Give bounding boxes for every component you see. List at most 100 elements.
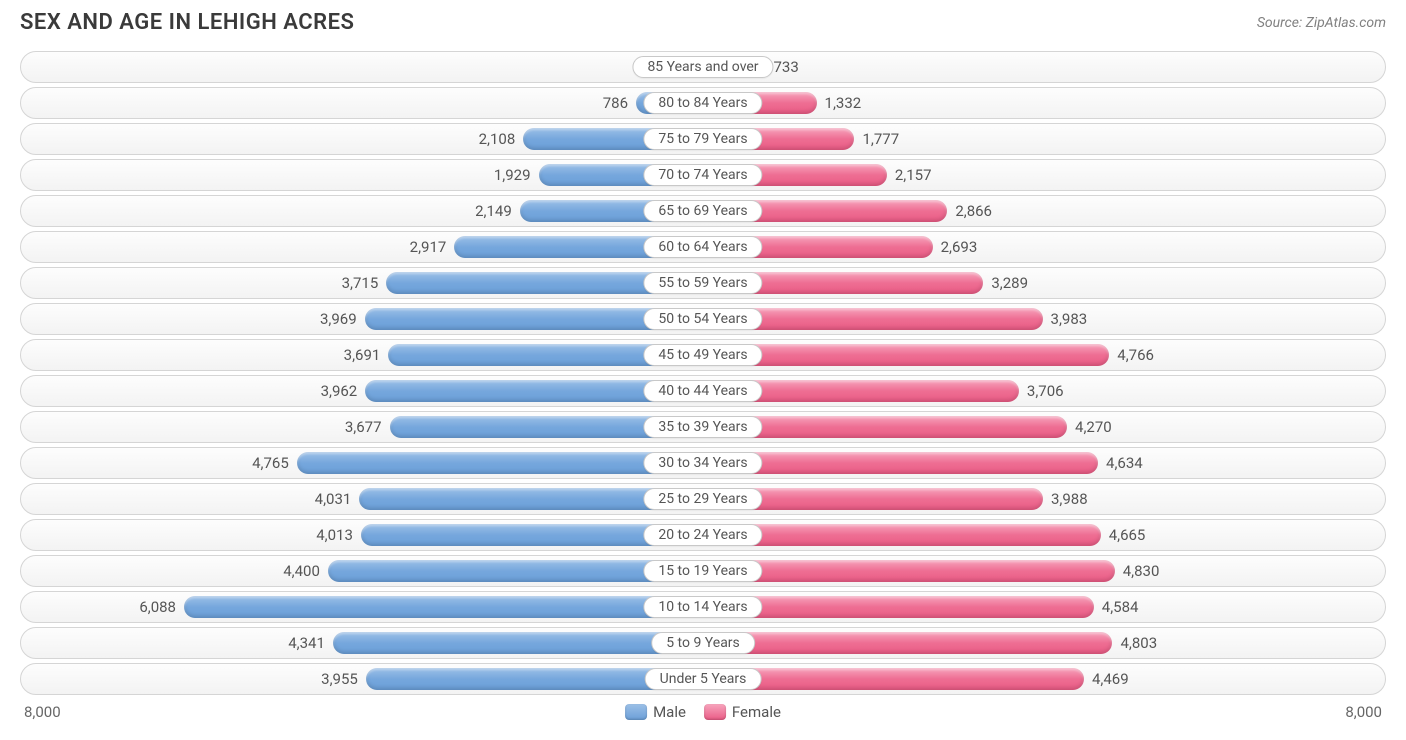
female-value: 4,766 xyxy=(1117,346,1154,364)
pyramid-row: 4,341 4,803 5 to 9 Years xyxy=(20,627,1386,659)
male-half: 4,765 xyxy=(21,448,703,478)
female-value: 4,584 xyxy=(1102,598,1139,616)
age-category-label: 65 to 69 Years xyxy=(643,200,762,222)
female-half: 1,777 xyxy=(703,124,1385,154)
male-half: 3,969 xyxy=(21,304,703,334)
chart-title: SEX AND AGE IN LEHIGH ACRES xyxy=(20,10,354,35)
pyramid-row: 3,955 4,469 Under 5 Years xyxy=(20,663,1386,695)
male-value: 3,715 xyxy=(342,274,379,292)
female-value: 1,332 xyxy=(825,94,862,112)
pyramid-row: 2,1081,77775 to 79 Years xyxy=(20,123,1386,155)
female-half: 4,634 xyxy=(703,448,1385,478)
pyramid-row: 786 1,332 80 to 84 Years xyxy=(20,87,1386,119)
chart-footer: 8,000 Male Female 8,000 xyxy=(0,699,1406,721)
age-category-label: 35 to 39 Years xyxy=(643,416,762,438)
female-half: 733 xyxy=(703,52,1385,82)
age-category-label: 85 Years and over xyxy=(632,56,773,78)
pyramid-row: 3,691 4,766 45 to 49 Years xyxy=(20,339,1386,371)
male-half: 3,691 xyxy=(21,340,703,370)
pyramid-row: 2,9172,69360 to 64 Years xyxy=(20,231,1386,263)
pyramid-row: 3,969 3,983 50 to 54 Years xyxy=(20,303,1386,335)
male-value: 4,341 xyxy=(288,634,325,652)
female-value: 4,830 xyxy=(1123,562,1160,580)
age-category-label: 45 to 49 Years xyxy=(643,344,762,366)
female-value: 2,157 xyxy=(895,166,932,184)
female-half: 4,766 xyxy=(703,340,1385,370)
male-half: 3,962 xyxy=(21,376,703,406)
female-half: 4,270 xyxy=(703,412,1385,442)
male-value: 2,108 xyxy=(479,130,516,148)
pyramid-row: 6,0884,58410 to 14 Years xyxy=(20,591,1386,623)
female-value: 3,289 xyxy=(991,274,1028,292)
male-value: 4,400 xyxy=(283,562,320,580)
age-category-label: 15 to 19 Years xyxy=(643,560,762,582)
age-category-label: 20 to 24 Years xyxy=(643,524,762,546)
female-half: 4,665 xyxy=(703,520,1385,550)
pyramid-row: 3,715 3,289 55 to 59 Years xyxy=(20,267,1386,299)
male-value: 1,929 xyxy=(494,166,531,184)
female-half: 3,988 xyxy=(703,484,1385,514)
female-value: 4,270 xyxy=(1075,418,1112,436)
male-half: 1,929 xyxy=(21,160,703,190)
pyramid-row: 1,929 2,157 70 to 74 Years xyxy=(20,159,1386,191)
chart-header: SEX AND AGE IN LEHIGH ACRES Source: ZipA… xyxy=(0,0,1406,51)
legend-female: Female xyxy=(704,703,781,721)
male-value: 4,765 xyxy=(252,454,289,472)
male-bar xyxy=(297,452,703,474)
legend-male: Male xyxy=(625,703,686,721)
age-category-label: 70 to 74 Years xyxy=(643,164,762,186)
male-half: 786 xyxy=(21,88,703,118)
female-half: 2,157 xyxy=(703,160,1385,190)
female-half: 4,469 xyxy=(703,664,1385,694)
male-half: 3,715 xyxy=(21,268,703,298)
pyramid-row: 2,149 2,866 65 to 69 Years xyxy=(20,195,1386,227)
male-value: 2,149 xyxy=(475,202,512,220)
male-half: 3,955 xyxy=(21,664,703,694)
age-category-label: Under 5 Years xyxy=(645,668,762,690)
female-half: 2,866 xyxy=(703,196,1385,226)
female-value: 1,777 xyxy=(862,130,899,148)
female-value: 4,803 xyxy=(1120,634,1157,652)
age-category-label: 80 to 84 Years xyxy=(643,92,762,114)
female-value: 3,983 xyxy=(1051,310,1088,328)
pyramid-row: 3,9623,70640 to 44 Years xyxy=(20,375,1386,407)
female-half: 3,983 xyxy=(703,304,1385,334)
female-value: 733 xyxy=(773,58,798,76)
female-half: 4,584 xyxy=(703,592,1385,622)
female-half: 4,803 xyxy=(703,628,1385,658)
male-value: 4,031 xyxy=(315,490,352,508)
male-value: 3,969 xyxy=(320,310,357,328)
age-category-label: 50 to 54 Years xyxy=(643,308,762,330)
female-half: 4,830 xyxy=(703,556,1385,586)
female-value: 4,634 xyxy=(1106,454,1143,472)
age-category-label: 5 to 9 Years xyxy=(651,632,755,654)
pyramid-row: 3,677 4,270 35 to 39 Years xyxy=(20,411,1386,443)
female-value: 2,866 xyxy=(955,202,992,220)
male-half: 4,400 xyxy=(21,556,703,586)
pyramid-row: 4,0134,66520 to 24 Years xyxy=(20,519,1386,551)
age-category-label: 30 to 34 Years xyxy=(643,452,762,474)
male-value: 3,691 xyxy=(344,346,381,364)
pyramid-row: 4,0313,98825 to 29 Years xyxy=(20,483,1386,515)
male-value: 3,677 xyxy=(345,418,382,436)
female-value: 4,665 xyxy=(1109,526,1146,544)
male-value: 786 xyxy=(603,94,628,112)
female-value: 3,988 xyxy=(1051,490,1088,508)
female-bar xyxy=(703,632,1112,654)
male-half: 4,341 xyxy=(21,628,703,658)
female-half: 1,332 xyxy=(703,88,1385,118)
male-half: 4,031 xyxy=(21,484,703,514)
pyramid-row: 399 73385 Years and over xyxy=(20,51,1386,83)
female-bar xyxy=(703,524,1101,546)
age-category-label: 10 to 14 Years xyxy=(643,596,762,618)
pyramid-row: 4,765 4,634 30 to 34 Years xyxy=(20,447,1386,479)
pyramid-row: 4,400 4,830 15 to 19 Years xyxy=(20,555,1386,587)
female-value: 4,469 xyxy=(1092,670,1129,688)
age-category-label: 55 to 59 Years xyxy=(643,272,762,294)
female-bar xyxy=(703,344,1109,366)
male-half: 399 xyxy=(21,52,703,82)
chart-legend: Male Female xyxy=(625,703,781,721)
female-half: 2,693 xyxy=(703,232,1385,262)
axis-label-right: 8,000 xyxy=(1345,703,1382,721)
male-half: 3,677 xyxy=(21,412,703,442)
